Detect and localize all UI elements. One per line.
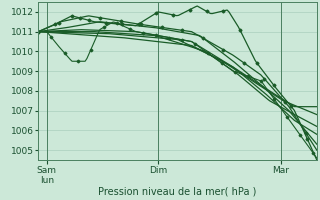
X-axis label: Pression niveau de la mer( hPa ): Pression niveau de la mer( hPa ) — [99, 186, 257, 196]
